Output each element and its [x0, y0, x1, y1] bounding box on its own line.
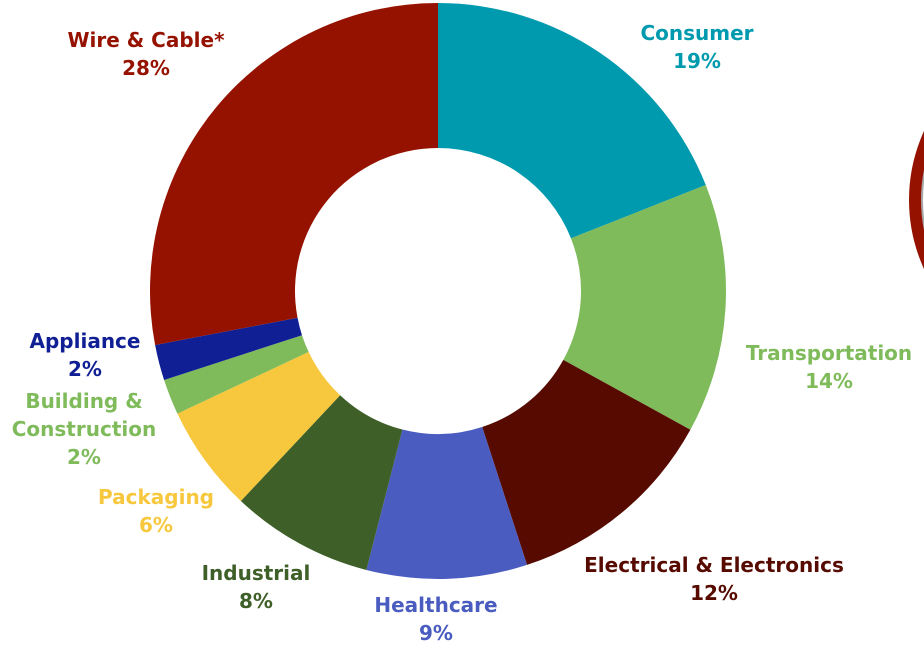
partial-ring — [909, 131, 924, 269]
label-industrial: Industrial 8% — [202, 561, 311, 613]
label-appliance: Appliance 2% — [30, 329, 141, 381]
label-healthcare: Healthcare 9% — [374, 593, 497, 645]
label-value: 19% — [673, 49, 721, 73]
label-packaging: Packaging 6% — [98, 485, 214, 537]
label-value: 2% — [68, 357, 102, 381]
label-value: 2% — [67, 445, 101, 469]
donut-slices — [149, 3, 727, 579]
slice-electrical-and-electronics — [482, 359, 691, 565]
label-name: Wire & Cable* — [67, 28, 225, 52]
slice-wire-and-cable — [149, 3, 438, 345]
slice-labels: Consumer 19% Transportation 14% Electrical &… — [12, 21, 912, 645]
slice-packaging — [177, 351, 341, 501]
label-building-and-construction: Building & Construction 2% — [12, 389, 156, 469]
label-value: 9% — [419, 621, 453, 645]
partial-ring-decoration — [909, 131, 924, 269]
label-name: Industrial — [202, 561, 311, 585]
label-value: 6% — [139, 513, 173, 537]
label-value: 28% — [122, 56, 170, 80]
label-name: Healthcare — [374, 593, 497, 617]
label-wire-and-cable: Wire & Cable* 28% — [67, 28, 225, 80]
label-value: 14% — [805, 369, 853, 393]
label-name: Appliance — [30, 329, 141, 353]
label-name: Packaging — [98, 485, 214, 509]
label-value: 8% — [239, 589, 273, 613]
label-name: Consumer — [640, 21, 753, 45]
label-name: Electrical & Electronics — [584, 553, 844, 577]
label-name: Transportation — [746, 341, 912, 365]
label-value: 12% — [690, 581, 738, 605]
slice-healthcare — [366, 427, 527, 579]
label-consumer: Consumer 19% — [640, 21, 753, 73]
slice-transportation — [563, 184, 727, 430]
label-electrical-and-electronics: Electrical & Electronics 12% — [584, 553, 844, 605]
label-name: Building & — [25, 389, 142, 413]
label-name: Construction — [12, 417, 156, 441]
slice-appliance — [155, 317, 302, 380]
slice-consumer — [438, 3, 706, 239]
label-transportation: Transportation 14% — [746, 341, 912, 393]
slice-industrial — [240, 395, 403, 570]
slice-building-and-construction — [164, 335, 309, 414]
